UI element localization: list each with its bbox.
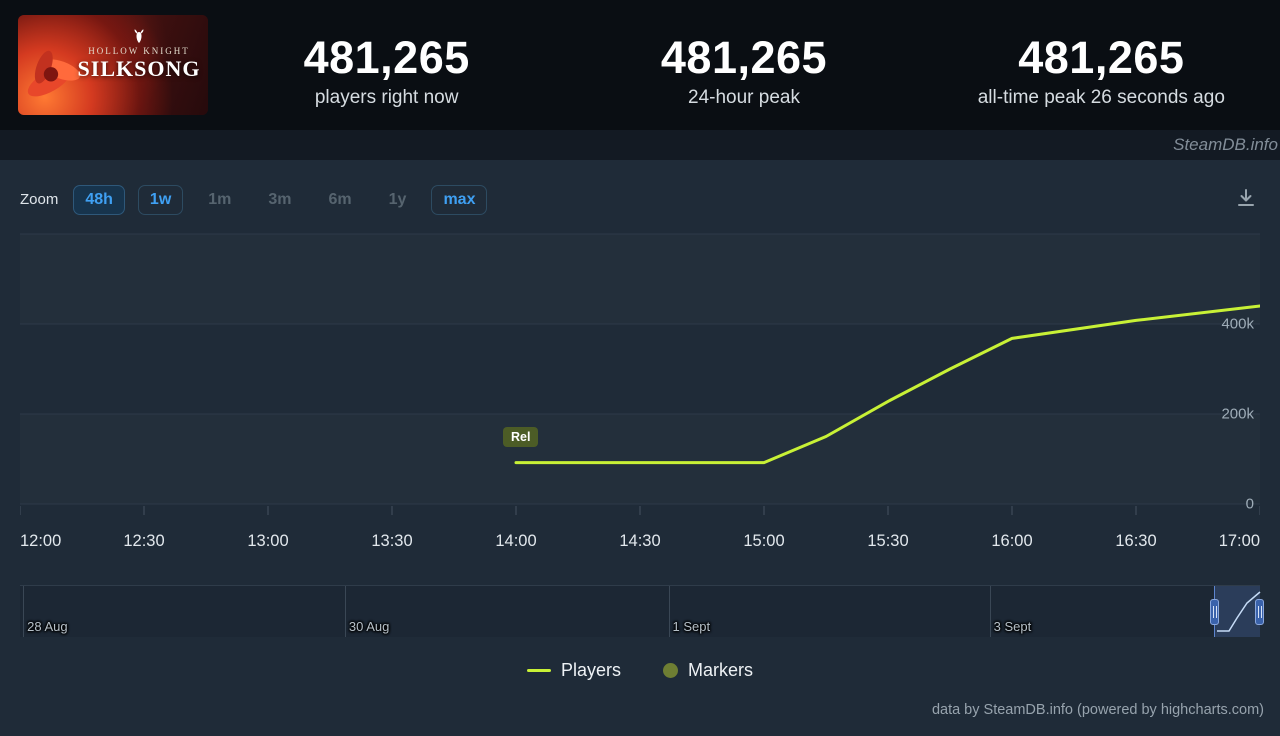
zoom-1y-button: 1y [377, 185, 419, 215]
banner-art [18, 15, 208, 115]
x-axis-label: 14:00 [495, 532, 537, 550]
navigator-date-label: 3 Sept [993, 619, 1032, 634]
x-axis-label: 13:30 [371, 532, 413, 550]
player-chart[interactable]: 0 200k 400k Rel [20, 224, 1260, 519]
banner-series-title: HOLLOW KNIGHT [88, 46, 190, 56]
steamdb-watermark: SteamDB.info [1173, 135, 1278, 154]
x-axis-label: 16:30 [1115, 532, 1157, 550]
zoom-48h-button[interactable]: 48h [73, 184, 125, 215]
chart-panel: Zoom 48h 1w 1m 3m 6m 1y max 0 200k 400k Rel… [0, 160, 1280, 736]
watermark-row: SteamDB.info [0, 130, 1280, 160]
navigator-sparkline [1217, 591, 1261, 632]
knight-icon [134, 29, 144, 43]
current-players-label: players right now [314, 86, 459, 108]
legend-markers-label: Markers [688, 660, 754, 680]
chart-legend: Players Markers [0, 660, 1280, 681]
zoom-1m-button: 1m [196, 185, 243, 215]
x-axis-label: 16:00 [991, 532, 1033, 550]
x-axis-label: 12:00 [20, 532, 62, 550]
legend-players-label: Players [560, 660, 621, 680]
highcharts-credit[interactable]: data by SteamDB.info (powered by highcha… [931, 702, 1264, 718]
stat-current-players: 481,265 players right now [208, 22, 565, 109]
navigator-divider [668, 586, 670, 637]
stat-alltime-peak: 481,265 all-time peak 26 seconds ago [923, 22, 1280, 109]
chart-plot-area[interactable] [20, 224, 1260, 519]
navigator-date-label: 28 Aug [27, 619, 68, 634]
navigator-selection[interactable] [1210, 586, 1264, 637]
x-axis-label: 14:30 [619, 532, 661, 550]
navigator-divider [989, 586, 991, 637]
peak-24h-value: 481,265 [660, 31, 828, 83]
navigator-date-label: 1 Sept [672, 619, 711, 634]
x-axis-label: 13:00 [247, 532, 289, 550]
zoom-3m-button: 3m [256, 185, 303, 215]
x-axis-label: 17:00 [1218, 532, 1260, 550]
player-stats: 481,265 players right now 481,265 24-hou… [208, 22, 1280, 109]
zoom-max-button[interactable]: max [431, 184, 488, 215]
x-axis: 12:00 12:30 13:00 13:30 14:00 14:30 15:00 15:30… [20, 532, 1260, 556]
legend-players[interactable]: Players [526, 660, 621, 681]
alltime-peak-label: all-time peak 26 seconds ago [977, 86, 1225, 108]
stat-24h-peak: 481,265 24-hour peak [565, 22, 922, 109]
x-axis-label: 15:00 [743, 532, 785, 550]
banner-logo: HOLLOW KNIGHT SILKSONG [74, 29, 204, 82]
navigator-date-label: 30 Aug [348, 619, 390, 634]
zoom-1w-button[interactable]: 1w [137, 184, 184, 215]
alltime-peak-value: 481,265 [1018, 31, 1185, 83]
legend-markers[interactable]: Markers [663, 660, 753, 681]
flower-art-icon [27, 50, 81, 97]
navigator-divider [23, 586, 25, 637]
stats-header: HOLLOW KNIGHT SILKSONG 481,265 players r… [0, 0, 1280, 130]
zoom-6m-button: 6m [317, 185, 364, 215]
download-icon [1238, 189, 1254, 206]
release-marker[interactable]: Rel [503, 426, 539, 447]
chart-navigator[interactable]: 28 Aug 30 Aug 1 Sept 3 Sept [20, 585, 1264, 637]
markers-circle-swatch [663, 663, 678, 678]
y-axis-label: 0 [1245, 495, 1254, 513]
peak-24h-label: 24-hour peak [688, 86, 800, 108]
zoom-label: Zoom [20, 191, 59, 208]
y-axis-label: 200k [1221, 405, 1254, 423]
current-players-value: 481,265 [303, 31, 470, 83]
download-button[interactable] [1232, 184, 1260, 215]
navigator-right-handle[interactable] [1255, 599, 1264, 625]
y-axis-label: 400k [1221, 315, 1254, 333]
x-axis-label: 12:30 [123, 532, 165, 550]
banner-game-title: SILKSONG [77, 56, 201, 81]
x-axis-label: 15:30 [867, 532, 909, 550]
players-line-swatch [526, 669, 551, 672]
silksong-banner[interactable]: HOLLOW KNIGHT SILKSONG [18, 15, 208, 115]
zoom-toolbar: Zoom 48h 1w 1m 3m 6m 1y max [0, 160, 1280, 215]
navigator-divider [344, 586, 346, 637]
navigator-left-handle[interactable] [1210, 599, 1219, 625]
